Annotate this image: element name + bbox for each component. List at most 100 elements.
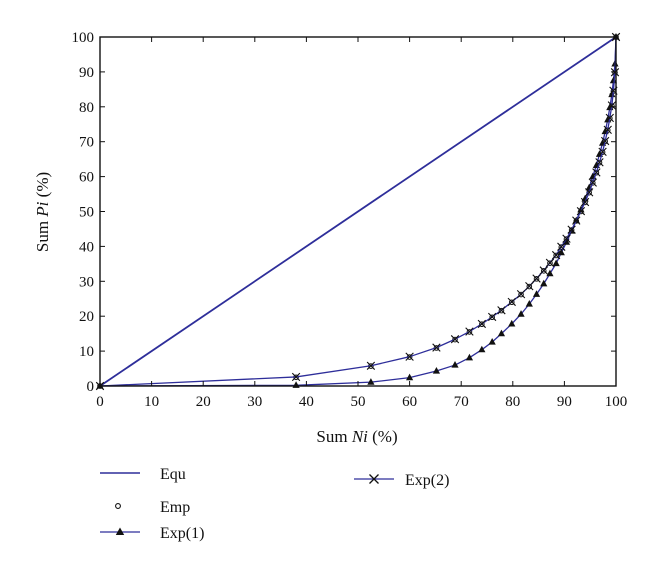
series-exp1-point [525,299,533,307]
x-axis-title-prefix: Sum [316,427,351,446]
y-tick-label: 50 [79,205,94,221]
legend-item-equ: Equ [100,466,186,483]
axis-ticks: 0 10 20 30 40 50 60 70 80 90 100 0 10 20 30 40 50 60 70 80 9… [72,30,628,410]
x-tick-label: 10 [144,394,159,410]
series-exp1-point [517,310,525,317]
x-tick-label: 100 [605,394,628,410]
legend-exp1-marker [115,527,125,535]
series-exp1-point [488,338,496,345]
y-tick-label: 20 [79,309,94,325]
legend-item-emp: Emp [115,499,190,516]
legend-item-exp2: Exp(2) [354,472,449,489]
series-exp2-point [605,113,614,123]
series-emp-point [547,260,553,266]
legend-emp-marker [115,503,121,509]
x-tick-label: 70 [454,394,469,410]
y-tick-label: 90 [79,65,94,81]
series-exp2-point [507,297,516,307]
series-emp-point [498,307,505,314]
series-exp1-point [557,248,565,256]
series-exp2-point [567,225,576,234]
series-exp2-point [572,216,581,225]
y-axis-title-suffix: (%) [33,172,52,202]
series-exp2-point [576,206,586,216]
series-exp2-point [465,327,474,336]
legend: Equ Emp Exp(1) Exp(2) [100,466,449,542]
series-exp2-point [432,343,441,352]
legend-item-exp1: Exp(1) [100,525,204,542]
series-exp1-point [552,259,560,267]
series-exp2-point [497,306,506,315]
series-exp2-point [487,312,497,322]
series-exp1-point [432,366,441,374]
legend-equ-label: Equ [160,466,186,483]
x-axis-title-var: Ni [351,427,368,446]
plot-area [95,32,621,391]
y-tick-label: 80 [79,100,94,116]
series-emp-point [533,276,540,282]
series-emp-point [479,321,485,328]
series-emp-point [518,291,524,298]
series-exp2-point [607,101,617,110]
series-exp2-point [595,158,604,167]
x-axis-title-suffix: (%) [368,427,398,446]
series-exp1-point [546,269,554,277]
series-exp2-point [532,274,541,283]
x-tick-label: 20 [196,394,211,410]
x-tick-label: 60 [402,394,417,410]
series-exp2-point [405,352,414,361]
y-tick-label: 10 [79,344,94,360]
x-tick-label: 50 [351,394,366,410]
series-exp1-point [608,90,616,98]
series-exp2-point [545,258,555,267]
series-exp1-point [367,378,375,385]
x-tick-label: 30 [247,394,262,410]
series-exp1-point [540,279,548,287]
series-exp1-point [478,345,486,353]
series-exp1-point [609,76,618,84]
series-emp-point [489,314,495,321]
series-exp2-point [525,281,534,291]
series-exp2-point [450,335,460,344]
series-exp2-point [598,147,607,157]
series-exp2-point [600,136,610,146]
series-exp2-point [588,178,597,187]
y-tick-label: 60 [79,170,94,186]
series-emp-point [508,299,515,306]
series-exp2-point [592,168,601,177]
series-exp2-point [539,266,548,275]
y-tick-label: 0 [87,379,95,395]
series-exp1-point [497,329,506,337]
series-emp-point [553,252,559,259]
legend-exp1-label: Exp(1) [160,525,204,542]
series-equ-line [99,36,617,387]
y-axis-title-prefix: Sum [33,217,52,252]
series-exp2-point [580,197,590,207]
series-exp2-point [551,250,561,260]
series-exp2-point [562,234,571,243]
legend-exp2-marker [369,474,379,484]
series-exp2-point [584,188,594,197]
y-axis-title: Sum Pi (%) [33,172,52,252]
x-tick-label: 0 [96,394,104,410]
series-emp-point [526,283,533,290]
series-exp1-point [532,290,541,297]
legend-emp-label: Emp [160,499,190,516]
series-exp2-point [477,319,487,329]
y-tick-label: 30 [79,274,94,290]
series-exp1-point [406,373,414,381]
series-exp2-point [366,361,376,370]
series-exp1-point [508,319,516,327]
x-tick-label: 90 [557,394,572,410]
series-exp2-point [516,290,526,299]
series-exp1-point [577,205,585,213]
series-exp1-point [451,361,459,368]
series-exp1-point [465,353,474,361]
x-axis-title: Sum Ni (%) [316,427,397,446]
y-axis-title-var: Pi [33,201,52,217]
series-exp2-point [291,372,301,382]
series-exp2-point [603,125,612,135]
legend-exp2-label: Exp(2) [405,472,449,489]
y-tick-label: 100 [72,30,95,46]
